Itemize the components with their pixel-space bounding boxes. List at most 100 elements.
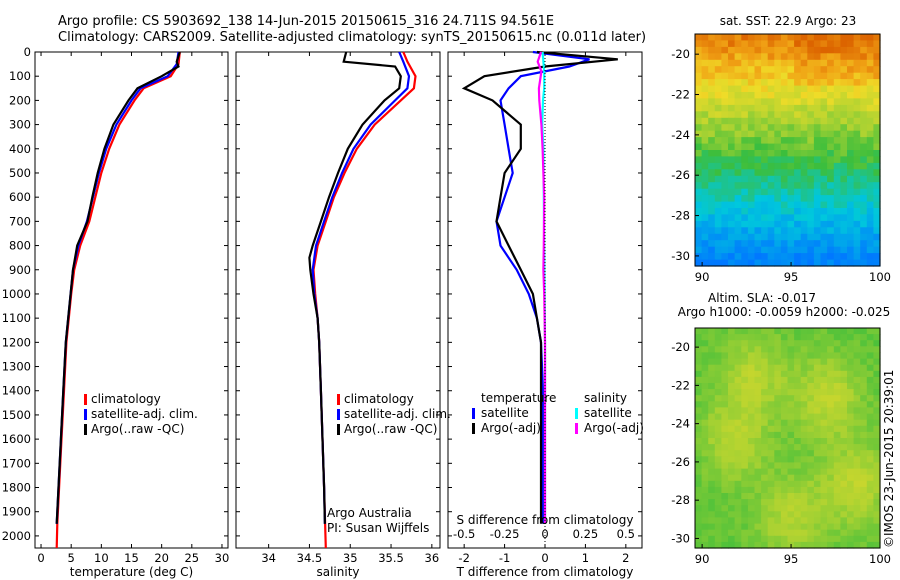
map-cell <box>708 53 716 61</box>
map-cell <box>780 227 789 235</box>
map-cell <box>728 395 736 402</box>
map-cell <box>701 34 709 41</box>
map-cell <box>820 92 828 99</box>
map-cell <box>734 253 742 261</box>
map-cell <box>721 98 729 106</box>
map-cell <box>734 541 742 549</box>
map-cell <box>747 162 756 170</box>
map-cell <box>840 529 848 537</box>
map-cell <box>734 85 742 93</box>
map-cell <box>721 407 729 415</box>
map-cell <box>840 523 848 531</box>
map-y-tick-label: -28 <box>671 493 690 507</box>
map-cell <box>813 407 822 415</box>
map-cell <box>695 425 703 433</box>
map-cell <box>807 535 815 543</box>
map-cell <box>721 195 729 203</box>
map-cell <box>840 511 848 518</box>
map-cell <box>747 130 756 138</box>
map-cell <box>708 182 716 190</box>
map-cell <box>820 346 828 353</box>
map-cell <box>813 130 822 138</box>
map-cell <box>767 201 775 209</box>
map-cell <box>734 456 742 463</box>
map-cell <box>860 419 868 427</box>
map-cell <box>695 227 703 235</box>
map-cell <box>774 328 782 335</box>
map-cell <box>754 493 762 500</box>
map-cell <box>721 529 729 537</box>
map-cell <box>721 92 729 99</box>
map-cell <box>741 130 749 138</box>
map-cell <box>840 328 848 335</box>
map-cell <box>847 493 855 500</box>
map-cell <box>728 450 736 457</box>
map-cell <box>807 130 815 138</box>
map-cell <box>695 111 703 119</box>
map-cell <box>820 227 828 235</box>
map-cell <box>780 474 789 482</box>
map-cell <box>701 188 709 196</box>
map-cell <box>714 511 722 518</box>
map-cell <box>833 143 841 151</box>
map-cell <box>761 53 769 61</box>
map-cell <box>747 195 756 203</box>
map-cell <box>741 220 749 228</box>
map-cell <box>761 34 769 41</box>
map-cell <box>794 188 802 196</box>
map-cell <box>721 462 729 470</box>
legend-salinity-swatch <box>337 409 340 420</box>
map-cell <box>734 328 742 335</box>
map-cell <box>708 517 716 525</box>
map-cell <box>820 407 828 415</box>
map-cell <box>767 104 775 112</box>
map-cell <box>767 401 775 408</box>
map-cell <box>827 188 835 196</box>
map-cell <box>866 413 874 421</box>
map-cell <box>794 425 802 433</box>
map-cell <box>847 201 855 209</box>
map-cell <box>714 346 722 353</box>
map-cell <box>833 486 841 494</box>
map-cell <box>853 124 861 132</box>
map-cell <box>807 370 815 378</box>
map-cell <box>807 72 815 80</box>
map-cell <box>787 517 795 525</box>
map-cell <box>800 169 808 177</box>
map-cell <box>787 253 795 261</box>
map-cell <box>747 383 756 390</box>
map-cell <box>747 92 756 99</box>
map-cell <box>708 328 716 335</box>
map-cell <box>787 346 795 353</box>
map-cell <box>734 195 742 203</box>
map-cell <box>780 346 789 353</box>
map-cell <box>774 529 782 537</box>
legend-salinity-label: climatology <box>344 392 414 406</box>
map-cell <box>847 474 855 482</box>
map-cell <box>747 182 756 190</box>
map-cell <box>767 431 775 439</box>
map-cell <box>833 352 841 360</box>
map-cell <box>873 40 881 48</box>
map-cell <box>734 59 742 67</box>
map-cell <box>873 169 881 177</box>
map-cell <box>780 59 789 67</box>
map-cell <box>833 117 841 125</box>
map-cell <box>847 92 855 99</box>
map-sst-title: sat. SST: 22.9 Argo: 23 <box>720 14 857 28</box>
map-cell <box>827 150 835 157</box>
map-cell <box>701 46 709 54</box>
map-cell <box>695 334 703 341</box>
y-tick-label: 1600 <box>2 432 31 446</box>
map-cell <box>847 389 855 396</box>
map-cell <box>761 529 769 537</box>
map-cell <box>794 195 802 203</box>
map-cell <box>794 34 802 41</box>
map-cell <box>708 450 716 457</box>
map-cell <box>800 72 808 80</box>
map-cell <box>774 233 782 241</box>
map-cell <box>813 188 822 196</box>
map-cell <box>714 523 722 531</box>
map-cell <box>754 499 762 506</box>
map-cell <box>787 143 795 151</box>
